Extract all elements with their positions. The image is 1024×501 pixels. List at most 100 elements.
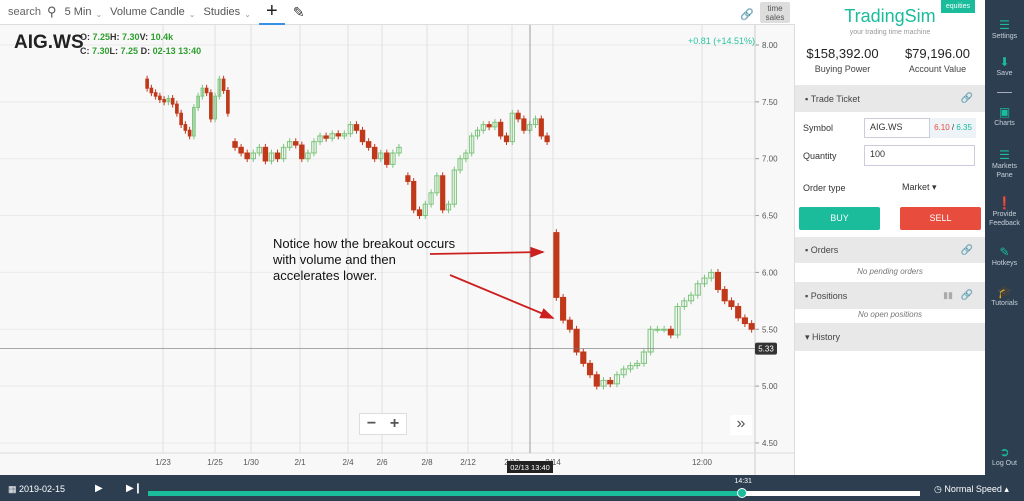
playback-handle[interactable]: [737, 488, 748, 498]
playback-slider[interactable]: 14:31: [148, 478, 920, 498]
candle: [280, 146, 287, 160]
candle: [434, 175, 440, 194]
play-button[interactable]: ▶: [95, 483, 103, 494]
chart-type-dropdown[interactable]: Volume Candle ⌄: [110, 5, 195, 19]
sell-button[interactable]: SELL: [900, 207, 981, 230]
candle: [226, 89, 230, 114]
candle: [503, 135, 510, 143]
candle: [486, 124, 492, 128]
price-chart[interactable]: 8.00 7.50 7.00 6.50 6.00 5.50 5.00 4.50 1/23 1/25…: [0, 25, 795, 475]
link-icon[interactable]: 🔗: [960, 93, 973, 104]
symbol-input[interactable]: AIG.WS: [864, 118, 930, 138]
search-input[interactable]: search: [8, 6, 42, 18]
candle: [170, 97, 175, 105]
orders-header[interactable]: ▪ Orders 🔗: [795, 237, 985, 263]
x-tick-label: 1/23: [155, 458, 171, 467]
x-tick-label: 2/8: [421, 458, 433, 467]
search-box[interactable]: search ⚲: [8, 4, 57, 20]
symbol-label: Symbol: [803, 123, 834, 133]
y-tick-label: 6.50: [762, 212, 778, 221]
history-header[interactable]: ▾ History: [795, 323, 985, 351]
order-type-dropdown[interactable]: Market ▾: [902, 182, 937, 192]
x-tick-label: 2/1: [294, 458, 306, 467]
candle: [681, 300, 688, 308]
zoom-in-button[interactable]: +: [389, 415, 400, 432]
sidebar-item-provide-feedback[interactable]: ❗ Provide Feedback: [985, 196, 1024, 228]
sidebar-item-label: Provide Feedback: [989, 211, 1020, 227]
candle: [187, 129, 192, 137]
buy-button[interactable]: BUY: [799, 207, 880, 230]
positions-header[interactable]: ▪ Positions ▮▮ 🔗: [795, 282, 985, 309]
candle: [428, 192, 434, 205]
trade-ticket-header[interactable]: ▪ Trade Ticket 🔗: [795, 85, 985, 112]
candle: [411, 180, 417, 211]
candle: [250, 152, 256, 160]
scroll-to-end-button[interactable]: »: [730, 415, 752, 435]
sidebar-item-tutorials[interactable]: 🎓 Tutorials: [985, 285, 1024, 308]
candle: [244, 152, 250, 160]
quantity-input[interactable]: 100: [864, 145, 975, 166]
candle: [721, 288, 728, 302]
candle: [667, 328, 674, 336]
current-price-label: 5.33: [758, 345, 774, 354]
candle: [538, 118, 544, 137]
candle: [158, 95, 162, 101]
sidebar-item-label: Tutorials: [991, 300, 1018, 307]
candle: [293, 141, 299, 146]
playback-time: 14:31: [734, 478, 752, 485]
candle: [317, 135, 323, 143]
time-sales-button[interactable]: time sales: [760, 2, 790, 23]
bid-ask: 6.10 / 6.35: [930, 118, 976, 138]
equities-badge[interactable]: equities: [940, 0, 975, 13]
candle: [209, 92, 213, 120]
annotation-arrow: [449, 274, 555, 319]
sidebar-item-log-out[interactable]: ➲ Log Out: [985, 445, 1024, 468]
draw-button[interactable]: ✎: [293, 4, 305, 21]
chart-symbol: AIG.WS: [14, 32, 84, 53]
date-picker[interactable]: ▦ 2019-02-15: [8, 484, 66, 494]
candle: [708, 271, 715, 279]
candle: [498, 121, 504, 137]
candle: [492, 121, 498, 128]
candle: [353, 124, 360, 131]
step-forward-button[interactable]: ▶❙: [126, 483, 143, 494]
candle: [416, 209, 423, 217]
crosshair-time-badge: [507, 461, 553, 473]
candle: [654, 328, 661, 331]
buying-power: $158,392.00 Buying Power: [806, 46, 879, 74]
candle: [647, 328, 654, 353]
search-icon[interactable]: ⚲: [47, 4, 57, 19]
sidebar-item-charts[interactable]: ▣ Charts: [985, 105, 1024, 128]
bar-chart-icon[interactable]: ▮▮: [943, 290, 953, 300]
chart-canvas[interactable]: 8.00 7.50 7.00 6.50 6.00 5.50 5.00 4.50 1/23 1/25…: [0, 25, 795, 475]
candle: [305, 152, 311, 160]
candle: [238, 146, 244, 154]
candle: [196, 95, 200, 109]
link-icon[interactable]: 🔗: [740, 9, 754, 21]
sidebar-item-settings[interactable]: ☰ Settings: [985, 18, 1024, 41]
link-icon[interactable]: 🔗: [960, 244, 973, 256]
sidebar-item-markets-pane[interactable]: ☰ Markets Pane: [985, 148, 1024, 180]
candle: [221, 78, 226, 91]
link-icon[interactable]: 🔗: [960, 290, 973, 301]
candle: [175, 103, 179, 114]
sidebar-item-hotkeys[interactable]: ✎ Hotkeys: [985, 245, 1024, 268]
studies-dropdown[interactable]: Studies ⌄: [203, 5, 250, 19]
chevron-down-icon: ⌄: [188, 10, 196, 19]
candle: [347, 124, 354, 135]
candle: [365, 141, 372, 148]
candle: [378, 152, 384, 160]
zoom-out-button[interactable]: −: [366, 415, 377, 432]
crosshair-button[interactable]: +: [258, 0, 285, 25]
x-tick-label: 12:00: [692, 458, 713, 467]
menu-icon: ☰: [999, 18, 1010, 32]
sidebar-item-label: Settings: [991, 33, 1018, 40]
candle: [620, 368, 627, 376]
no-orders-text: No pending orders: [857, 267, 923, 276]
speed-dropdown[interactable]: ◷ Normal Speed ▴: [934, 484, 1009, 494]
sidebar-item-save[interactable]: ⬇ Save: [985, 55, 1024, 78]
candle: [580, 351, 587, 364]
sidebar-item-label: Save: [996, 70, 1013, 77]
interval-dropdown[interactable]: 5 Min ⌄: [65, 5, 103, 19]
candle: [509, 112, 515, 143]
